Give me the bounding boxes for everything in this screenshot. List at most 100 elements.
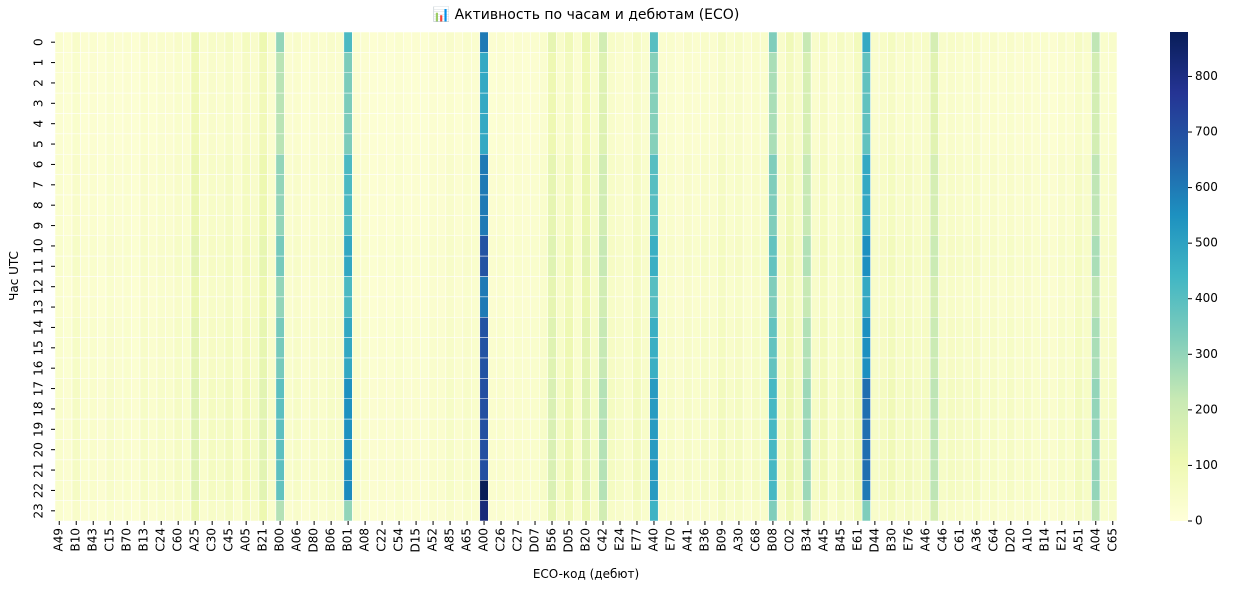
heatmap-cell	[377, 133, 387, 155]
heatmap-cell	[309, 276, 319, 298]
heatmap-cell	[71, 296, 81, 318]
heatmap-cell	[742, 113, 752, 135]
heatmap-cell	[54, 194, 64, 216]
heatmap-cell	[615, 317, 625, 338]
heatmap-cell	[768, 215, 778, 236]
heatmap-cell	[522, 500, 532, 522]
heatmap-cell	[513, 72, 523, 94]
heatmap-cell	[1031, 418, 1041, 440]
heatmap-cell	[1099, 194, 1109, 216]
heatmap-cell	[1023, 378, 1033, 399]
heatmap-cell	[895, 154, 905, 175]
heatmap-cell	[598, 72, 608, 94]
heatmap-cell	[437, 500, 447, 522]
heatmap-cell	[258, 194, 268, 216]
x-tick-label: A49	[52, 528, 66, 551]
heatmap-cell	[683, 113, 693, 135]
heatmap-cell	[488, 439, 498, 461]
heatmap-cell	[403, 92, 413, 114]
heatmap-cell	[708, 317, 718, 338]
heatmap-cell	[836, 255, 846, 277]
heatmap-cell	[836, 378, 846, 399]
heatmap-cell	[530, 255, 540, 277]
heatmap-cell	[844, 500, 854, 522]
heatmap-cell	[725, 337, 735, 359]
heatmap-cell	[63, 133, 73, 155]
heatmap-cell	[844, 154, 854, 175]
heatmap-cell	[734, 255, 744, 277]
heatmap-cell	[853, 31, 863, 53]
heatmap-cell	[742, 52, 752, 73]
heatmap-cell	[929, 276, 939, 298]
heatmap-cell	[1099, 255, 1109, 277]
heatmap-cell	[182, 418, 192, 440]
heatmap-cell	[708, 31, 718, 53]
heatmap-cell	[462, 52, 472, 73]
heatmap-cell	[488, 133, 498, 155]
heatmap-cell	[700, 317, 710, 338]
heatmap-cell	[207, 72, 217, 94]
x-axis-label: ECO-код (дебют)	[533, 567, 639, 581]
heatmap-cell	[479, 52, 489, 73]
heatmap-cell	[649, 398, 659, 420]
heatmap-cell	[360, 357, 370, 379]
heatmap-cell	[522, 296, 532, 318]
heatmap-cell	[360, 500, 370, 522]
heatmap-cell	[785, 439, 795, 461]
heatmap-cell	[360, 398, 370, 420]
heatmap-cell	[606, 459, 616, 481]
heatmap-cell	[445, 154, 455, 175]
heatmap-cell	[114, 72, 124, 94]
heatmap-cell	[598, 480, 608, 501]
heatmap-cell	[369, 31, 379, 53]
heatmap-cell	[1031, 296, 1041, 318]
heatmap-cell	[547, 133, 557, 155]
heatmap-cell	[870, 378, 880, 399]
heatmap-cell	[623, 439, 633, 461]
heatmap-cell	[530, 276, 540, 298]
heatmap-cell	[1040, 357, 1050, 379]
heatmap-cell	[657, 337, 667, 359]
heatmap-cell	[343, 500, 353, 522]
heatmap-cell	[71, 378, 81, 399]
heatmap-cell	[793, 72, 803, 94]
heatmap-cell	[904, 480, 914, 501]
heatmap-cell	[785, 194, 795, 216]
heatmap-cell	[522, 357, 532, 379]
heatmap-cell	[564, 255, 574, 277]
heatmap-cell	[165, 337, 175, 359]
heatmap-cell	[921, 480, 931, 501]
heatmap-cell	[683, 194, 693, 216]
heatmap-cell	[454, 418, 464, 440]
heatmap-cell	[870, 296, 880, 318]
heatmap-cell	[411, 133, 421, 155]
heatmap-cell	[861, 72, 871, 94]
heatmap-cell	[428, 480, 438, 501]
heatmap-cell	[581, 52, 591, 73]
heatmap-cell	[275, 235, 285, 257]
heatmap-cell	[1099, 72, 1109, 94]
heatmap-cell	[598, 133, 608, 155]
heatmap-cell	[700, 398, 710, 420]
heatmap-cell	[1108, 174, 1118, 196]
heatmap-cell	[972, 418, 982, 440]
heatmap-cell	[530, 174, 540, 196]
heatmap-cell	[233, 31, 243, 53]
heatmap-cell	[335, 113, 345, 135]
heatmap-cell	[420, 500, 430, 522]
heatmap-cell	[1006, 418, 1016, 440]
heatmap-cell	[199, 235, 209, 257]
heatmap-cell	[666, 235, 676, 257]
heatmap-cell	[122, 31, 132, 53]
heatmap-cell	[233, 92, 243, 114]
heatmap-cell	[318, 378, 328, 399]
heatmap-cell	[751, 235, 761, 257]
heatmap-cell	[547, 215, 557, 236]
heatmap-cell	[250, 31, 260, 53]
heatmap-cell	[54, 296, 64, 318]
heatmap-cell	[674, 235, 684, 257]
heatmap-cell	[386, 418, 396, 440]
heatmap-cell	[97, 296, 107, 318]
heatmap-cell	[691, 255, 701, 277]
heatmap-cell	[275, 72, 285, 94]
